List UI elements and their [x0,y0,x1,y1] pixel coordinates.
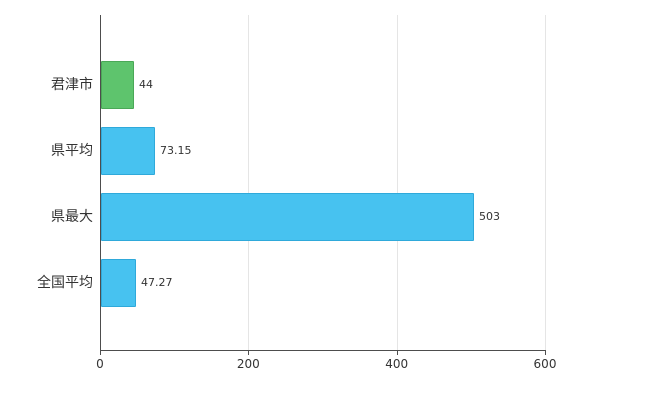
x-tick-label-1: 200 [236,357,260,371]
grid-line [545,15,546,350]
value-label-2: 503 [479,210,500,223]
category-label-3: 全国平均 [37,275,93,291]
x-tick-label-2: 400 [385,357,409,371]
x-tick-label-0: 0 [96,357,104,371]
x-tick-label-3: 600 [533,357,557,371]
category-label-0: 君津市 [51,77,93,93]
value-label-0: 44 [139,78,153,91]
grid-line [396,15,398,350]
bar-2 [101,193,474,241]
bar-0 [101,61,134,109]
value-label-1: 73.15 [160,144,192,157]
bar-1 [101,127,155,175]
value-label-3: 47.27 [141,276,173,289]
x-tick-mark-0 [100,351,101,355]
x-tick-mark-2 [396,351,398,355]
x-tick-mark-1 [248,351,250,355]
category-label-2: 県最大 [51,209,93,225]
bar-3 [101,259,136,307]
plot-area: 44 73.15 503 47.27 [100,15,546,351]
grid-line [248,15,250,350]
category-label-1: 県平均 [51,143,93,159]
x-tick-mark-3 [545,351,546,355]
